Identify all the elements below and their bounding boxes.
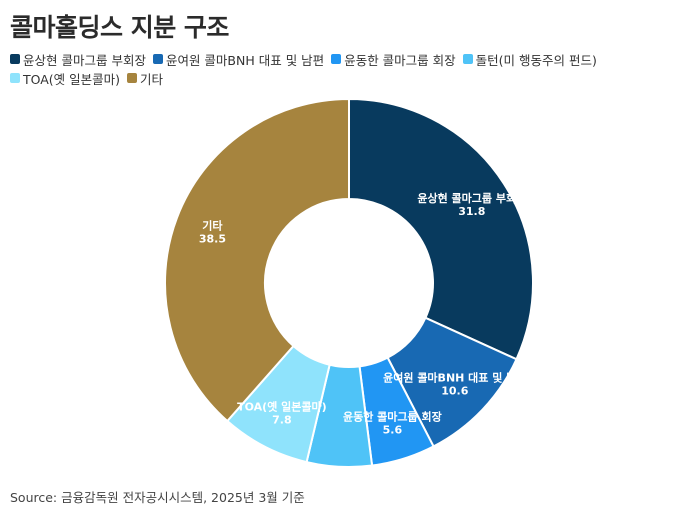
donut-slice [164, 97, 350, 423]
legend-label: 윤여원 콜마BNH 대표 및 남편 [165, 52, 325, 68]
legend-item: 기타 [127, 70, 164, 87]
chart-legend: 윤상현 콜마그룹 부회장 윤여원 콜마BNH 대표 및 남편 윤동한 콜마그룹 회장… [10, 51, 690, 87]
legend-swatch [127, 73, 138, 83]
donut-slice [348, 97, 534, 361]
chart-title: 콜마홀딩스 지분 구조 [10, 13, 229, 42]
legend-item: TOA(옛 일본콜마) [10, 70, 121, 87]
legend-swatch [462, 54, 473, 64]
legend-swatch [152, 54, 163, 64]
slice-name-label: 윤동한 콜마그룹 회장 [343, 409, 442, 423]
legend-label: 돌턴(미 행동주의 펀드) [475, 52, 597, 68]
legend-item: 윤동한 콜마그룹 회장 [331, 51, 456, 68]
legend-label: 기타 [140, 71, 164, 87]
legend-item: 돌턴(미 행동주의 펀드) [462, 51, 597, 68]
legend-swatch [331, 54, 342, 64]
slice-value-label: 10.6 [441, 385, 468, 398]
slice-name-label: TOA(옛 일본콜마) [237, 400, 327, 414]
slice-value-label: 38.5 [199, 232, 226, 245]
chart-source: Source: 금융감독원 전자공시시스템, 2025년 3월 기준 [10, 490, 305, 505]
slice-value-label: 31.8 [458, 205, 485, 218]
slice-value-label: 5.6 [383, 423, 403, 436]
legend-label: 윤동한 콜마그룹 회장 [344, 52, 456, 68]
legend-item: 윤상현 콜마그룹 부회장 [10, 51, 146, 68]
legend-label: TOA(옛 일본콜마) [23, 71, 121, 87]
slice-name-label: 기타 [202, 218, 223, 232]
legend-swatch [10, 73, 20, 83]
legend-label: 윤상현 콜마그룹 부회장 [23, 52, 146, 68]
legend-swatch [10, 54, 20, 64]
legend-item: 윤여원 콜마BNH 대표 및 남편 [152, 51, 325, 68]
slice-name-label: 윤여원 콜마BNH 대표 및 남편 [383, 371, 526, 385]
slice-value-label: 7.8 [272, 414, 292, 427]
slice-name-label: 윤상현 콜마그룹 부회장 [417, 191, 526, 205]
